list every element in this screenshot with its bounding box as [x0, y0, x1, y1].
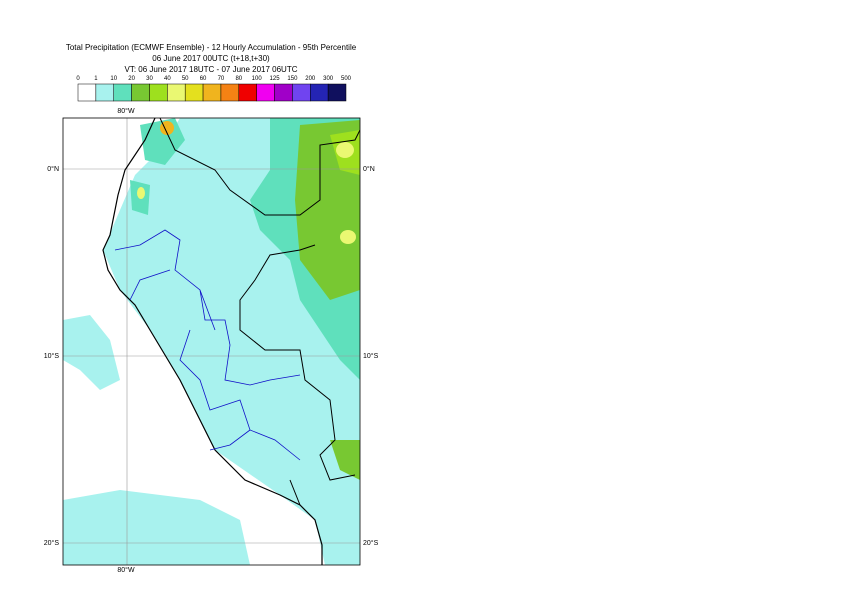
legend-label: 1: [94, 76, 98, 82]
legend-label: 60: [200, 76, 207, 82]
lon-label: 80°W: [117, 566, 135, 574]
precip-area: [137, 187, 145, 199]
map-frame: [62, 117, 361, 566]
lon-label: 80°W: [117, 107, 135, 115]
title: Total Precipitation (ECMWF Ensemble) - 1…: [66, 43, 357, 52]
lat-label: 0°N: [363, 165, 375, 173]
legend-label: 50: [182, 76, 189, 82]
precip-area: [330, 440, 360, 480]
legend-label: 0: [76, 76, 80, 82]
legend-label: 70: [218, 76, 225, 82]
border: [159, 118, 360, 506]
lat-label: 20°S: [44, 539, 60, 547]
precip-area: [340, 230, 356, 244]
legend-swatch: [95, 83, 114, 102]
legend-swatch: [202, 83, 222, 102]
precip-area: [63, 490, 250, 565]
legend-label: 125: [270, 76, 281, 82]
legend-label: 80: [235, 76, 242, 82]
legend-swatch: [292, 83, 311, 102]
precip-area: [63, 315, 120, 390]
legend-swatch: [131, 83, 150, 102]
legend-swatch: [238, 83, 257, 102]
lat-label: 20°S: [363, 539, 379, 547]
precip-area: [336, 142, 354, 158]
legend-label: 500: [341, 76, 352, 82]
legend-swatch: [310, 83, 329, 102]
legend-swatch: [220, 83, 240, 102]
legend-swatch: [167, 83, 186, 102]
legend-swatch: [274, 83, 293, 102]
legend-label: 40: [164, 76, 171, 82]
lat-label: 0°N: [47, 165, 59, 173]
valid-time: VT: 06 June 2017 18UTC - 07 June 2017 06…: [125, 65, 298, 74]
legend-label: 200: [305, 76, 316, 82]
run-time: 06 June 2017 00UTC (t+18,t+30): [152, 54, 270, 63]
lat-label: 10°S: [44, 352, 60, 360]
legend: 0 1 10 20 30 40 50 60 70 80 100 125 150 200 300 500: [76, 76, 352, 102]
legend-label: 30: [146, 76, 153, 82]
legend-swatch: [184, 83, 204, 102]
region-border: [114, 229, 301, 461]
legend-label: 300: [323, 76, 334, 82]
legend-label: 150: [287, 76, 298, 82]
legend-swatch: [113, 83, 132, 102]
legend-label: 20: [128, 76, 135, 82]
legend-swatch: [256, 83, 275, 102]
coastline: [102, 118, 323, 565]
legend-label: 10: [110, 76, 117, 82]
map: [63, 118, 360, 565]
legend-label: 100: [252, 76, 263, 82]
legend-swatch: [327, 83, 347, 102]
legend-swatch: [77, 83, 97, 102]
lat-label: 10°S: [363, 352, 379, 360]
legend-swatch: [149, 83, 168, 102]
